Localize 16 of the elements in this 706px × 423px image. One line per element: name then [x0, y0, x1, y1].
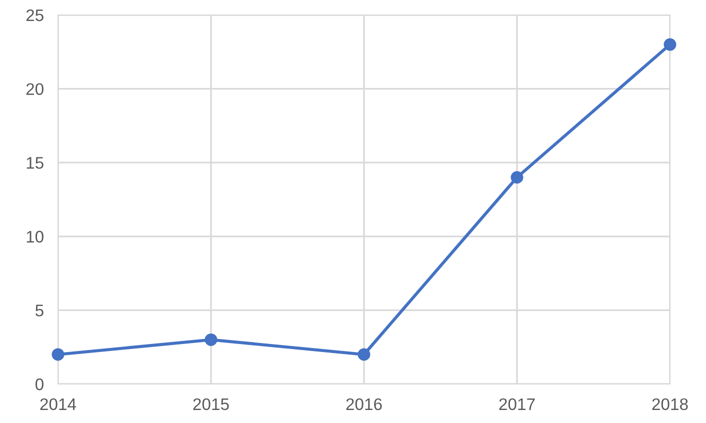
- point: [204, 333, 218, 346]
- x-tick-label: 2014: [40, 398, 76, 410]
- y-tick-label: 15: [26, 157, 44, 169]
- y-tick-label: 5: [36, 304, 44, 316]
- point: [510, 171, 524, 184]
- y-tick-label: 10: [26, 230, 44, 243]
- y-tick-label: 25: [26, 9, 44, 22]
- point: [358, 348, 370, 361]
- x-tick-label: 2015: [193, 398, 229, 410]
- x-tick-label: 2016: [346, 398, 382, 410]
- point: [664, 38, 676, 51]
- x-tick-label: 2018: [652, 398, 688, 410]
- y-tick-label: 20: [26, 83, 44, 96]
- point: [52, 348, 64, 361]
- y-tick-label: 0: [35, 378, 44, 390]
- x-tick-label: 2017: [499, 398, 535, 410]
